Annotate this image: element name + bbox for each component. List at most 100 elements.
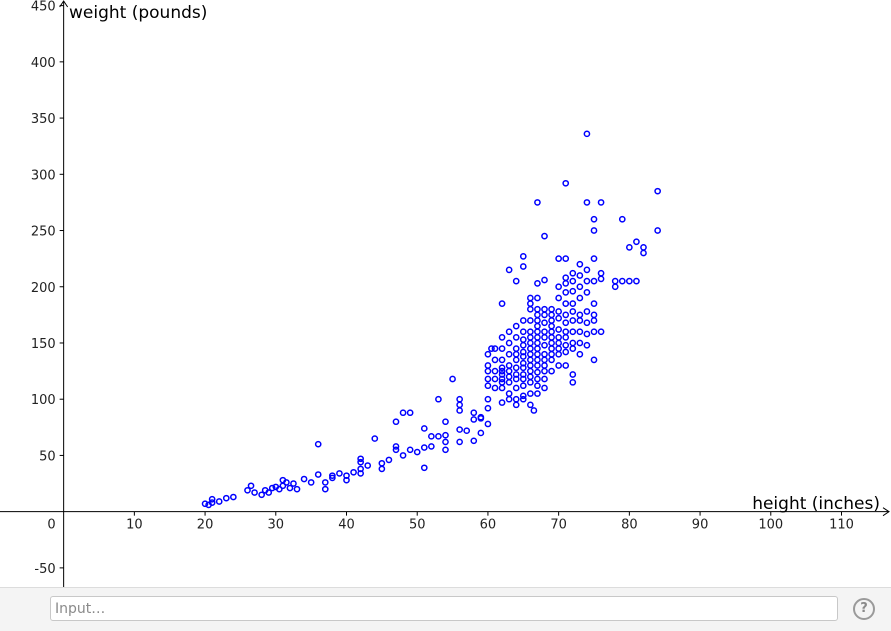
data-point (498, 378, 506, 386)
data-point (534, 334, 541, 341)
algebra-input-field[interactable] (50, 596, 838, 621)
data-point (519, 341, 527, 349)
data-point (343, 476, 350, 484)
data-point (555, 339, 562, 347)
data-point (378, 459, 386, 467)
data-point (505, 373, 513, 381)
help-icon[interactable]: ? (853, 598, 875, 620)
data-point (534, 382, 541, 390)
data-point (456, 407, 463, 414)
data-point (534, 362, 541, 369)
data-point (498, 371, 506, 378)
data-point (222, 494, 230, 502)
data-point (597, 275, 605, 283)
data-point (583, 289, 591, 296)
data-point (321, 485, 329, 493)
y-tick-label: 200 (31, 281, 56, 296)
x-tick-label: 110 (829, 518, 854, 533)
data-point (541, 350, 548, 358)
axes (0, 0, 890, 587)
x-tick-label: 20 (197, 518, 214, 533)
data-point (548, 356, 555, 364)
data-point (364, 462, 372, 469)
data-point (512, 384, 520, 392)
data-point (491, 345, 499, 352)
data-point (527, 378, 534, 386)
data-point (583, 277, 591, 285)
data-point (498, 367, 506, 375)
data-point (562, 319, 570, 327)
data-point (583, 330, 591, 338)
data-point (456, 438, 463, 446)
data-point (562, 274, 570, 282)
data-point (569, 287, 577, 295)
data-point (519, 395, 527, 403)
data-point (569, 345, 577, 352)
data-point (541, 311, 548, 319)
data-point (569, 317, 577, 324)
data-point (505, 378, 513, 386)
data-point (534, 199, 541, 206)
data-point (548, 311, 555, 319)
data-point (413, 448, 421, 456)
x-tick-label: 60 (480, 518, 497, 533)
data-point (491, 367, 499, 375)
data-point (534, 317, 541, 324)
x-tick-label: 10 (126, 518, 143, 533)
data-point (541, 334, 548, 341)
x-tick-label: 50 (409, 518, 426, 533)
data-point (442, 418, 449, 426)
data-point (428, 443, 435, 450)
data-point (541, 367, 548, 375)
data-point (498, 345, 506, 352)
data-point (534, 350, 541, 358)
data-point (371, 435, 379, 442)
data-point (534, 339, 541, 347)
data-point (505, 395, 513, 403)
data-point (519, 392, 527, 400)
data-point (275, 485, 283, 493)
data-point (555, 255, 562, 262)
data-point (562, 179, 570, 187)
data-point (208, 499, 216, 507)
data-point (576, 311, 584, 319)
data-point (569, 371, 577, 378)
data-point (392, 446, 400, 454)
data-point (583, 319, 591, 327)
data-point (548, 328, 555, 336)
data-point (527, 362, 534, 369)
data-point (491, 356, 499, 364)
data-point (484, 362, 492, 369)
data-point (555, 362, 562, 369)
data-point (534, 368, 541, 376)
data-point (590, 300, 598, 307)
x-tick-label: 70 (550, 518, 567, 533)
data-point (399, 452, 407, 459)
data-point (392, 443, 400, 450)
data-point (562, 362, 570, 369)
data-point (357, 465, 364, 473)
data-point (378, 465, 386, 473)
data-points (201, 130, 661, 509)
data-point (569, 328, 577, 336)
data-point (290, 480, 297, 487)
data-point (470, 409, 478, 417)
data-point (640, 249, 647, 257)
data-point (519, 253, 527, 260)
data-point (484, 382, 492, 390)
x-tick-label: 100 (758, 518, 783, 533)
data-point (590, 356, 598, 364)
data-point (512, 350, 520, 358)
data-point (534, 294, 541, 302)
data-point (527, 305, 534, 313)
data-point (590, 311, 598, 319)
data-point (576, 260, 584, 268)
data-point (484, 404, 492, 412)
data-point (519, 348, 527, 356)
data-point (555, 314, 562, 322)
data-point (562, 289, 570, 296)
data-point (498, 334, 506, 341)
data-point (654, 227, 661, 234)
data-point (258, 491, 265, 499)
data-point (406, 409, 414, 417)
